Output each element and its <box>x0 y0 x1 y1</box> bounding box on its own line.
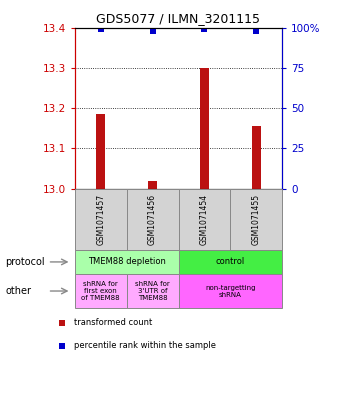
Bar <box>75 189 126 250</box>
Bar <box>178 274 282 308</box>
Bar <box>200 68 209 189</box>
Bar <box>75 274 126 308</box>
Text: protocol: protocol <box>5 257 45 267</box>
Bar <box>96 114 105 189</box>
Bar <box>178 189 231 250</box>
Text: GSM1071457: GSM1071457 <box>96 193 105 245</box>
Text: control: control <box>216 257 245 266</box>
Bar <box>126 189 178 250</box>
Text: TMEM88 depletion: TMEM88 depletion <box>88 257 166 266</box>
Bar <box>126 274 178 308</box>
Bar <box>230 189 282 250</box>
Text: shRNA for
first exon
of TMEM88: shRNA for first exon of TMEM88 <box>81 281 120 301</box>
Text: transformed count: transformed count <box>73 318 152 327</box>
Text: non-targetting
shRNA: non-targetting shRNA <box>205 285 256 298</box>
Text: GSM1071456: GSM1071456 <box>148 193 157 245</box>
Bar <box>178 250 282 274</box>
Bar <box>148 181 157 189</box>
Text: other: other <box>5 286 31 296</box>
Text: shRNA for
3'UTR of
TMEM88: shRNA for 3'UTR of TMEM88 <box>135 281 170 301</box>
Text: percentile rank within the sample: percentile rank within the sample <box>73 341 216 350</box>
Text: GSM1071454: GSM1071454 <box>200 193 209 245</box>
Title: GDS5077 / ILMN_3201115: GDS5077 / ILMN_3201115 <box>97 12 260 25</box>
Text: GSM1071455: GSM1071455 <box>252 193 261 245</box>
Bar <box>252 126 261 189</box>
Bar <box>75 250 178 274</box>
